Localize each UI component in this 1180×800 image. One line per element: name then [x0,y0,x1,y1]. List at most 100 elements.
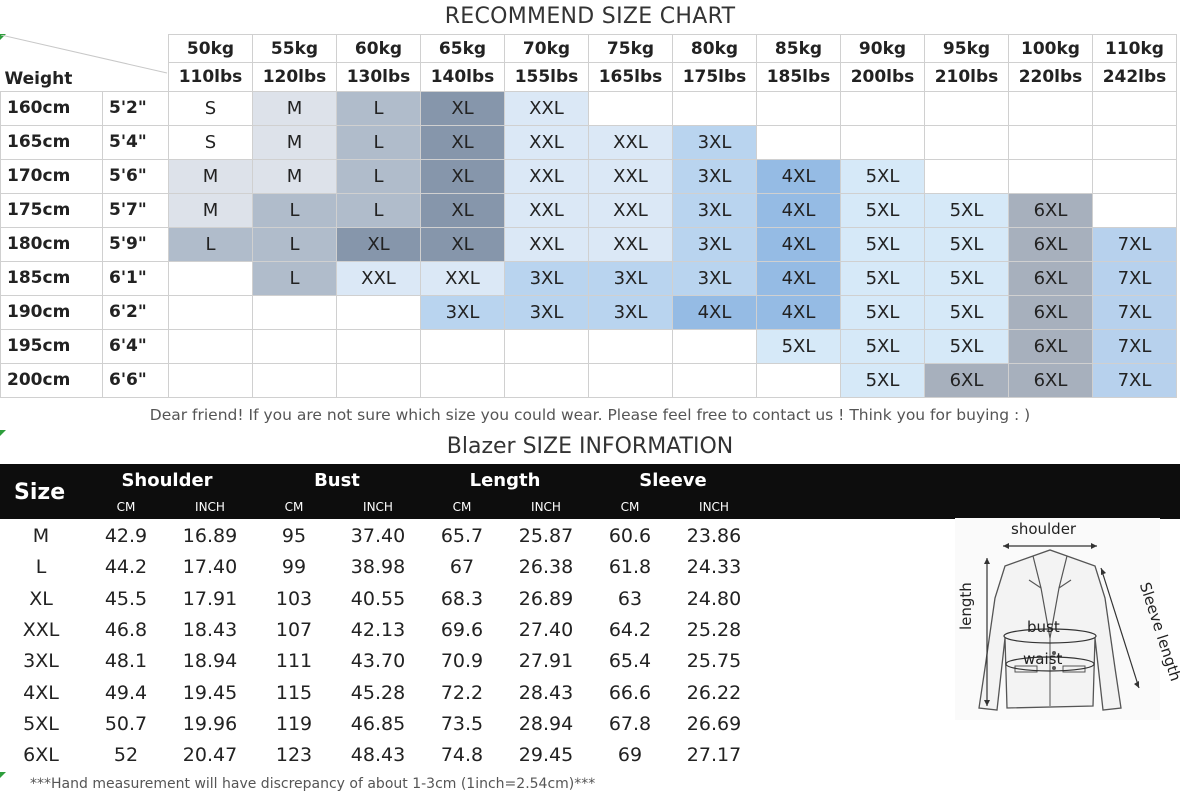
measurement-value: 16.89 [182,525,238,547]
size-cell: XL [420,124,505,160]
size-cell: L [168,226,253,262]
height-row: 190cm 6'2" 3XL 3XL 3XL 4XL 4XL 5XL 5XL 6XL 7XL [0,294,1177,330]
measurement-value: 45.28 [350,681,406,704]
blazer-row: 4XL 49.4 19.45 115 45.28 72.2 28.43 66.6 26.22 [0,678,760,709]
height-row: 195cm 6'4" 5XL 5XL 5XL 6XL 7XL [0,328,1177,364]
size-cell [420,362,505,398]
measurement-value: 19.96 [182,712,238,735]
measurement-value: 48.1 [104,650,148,673]
size-cell: XXL [588,226,673,262]
bust-label: bust [1027,618,1060,636]
size-cell: 3XL [588,294,673,330]
size-cell: 6XL [924,362,1009,398]
size-cell: 7XL [1092,328,1177,364]
blazer-size: 4XL [23,681,59,704]
size-cell [924,90,1009,126]
waist-label: waist [1023,650,1063,668]
height-cm: 175cm [0,192,103,228]
measurement-value: 42.13 [350,618,406,641]
weight-lbs-header: 110lbs [168,62,253,92]
size-cell: 5XL [840,294,925,330]
length-label: length [957,582,975,630]
size-cell: 5XL [924,294,1009,330]
measurement-value: 27.91 [518,650,574,673]
size-cell: S [168,124,253,160]
size-cell [420,328,505,364]
size-cell [1092,124,1177,160]
height-inch: 6'4" [102,328,169,364]
size-cell: XXL [588,158,673,194]
measurement-value: 52 [113,744,139,767]
size-cell [588,328,673,364]
size-cell [168,362,253,398]
size-cell: M [168,192,253,228]
size-cell [840,124,925,160]
measurement-value: 68.3 [440,587,484,610]
column-group-header: Sleeve [639,470,707,491]
weight-kg-header: 65kg [420,33,505,64]
size-cell: XL [336,226,421,262]
size-cell [672,328,757,364]
size-cell [756,90,841,126]
weight-lbs-header: 165lbs [588,62,673,92]
blazer-size: XXL [22,618,60,641]
size-cell [924,158,1009,194]
measurement-value: 28.94 [518,712,574,735]
height-cm: 185cm [0,260,103,296]
measurement-value: 24.33 [686,556,742,579]
size-cell: XXL [504,192,589,228]
measurement-value: 25.87 [518,525,574,547]
height-row: 170cm 5'6" M M L XL XXL XXL 3XL 4XL 5XL [0,158,1177,194]
height-cm: 170cm [0,158,103,194]
size-cell: L [252,192,337,228]
weight-kg-header: 100kg [1008,33,1093,64]
size-cell: XXL [588,192,673,228]
unit-header: INCH [195,500,225,514]
measurement-value: 23.86 [686,525,742,547]
size-cell: L [336,158,421,194]
measurement-value: 63 [617,587,643,610]
size-cell: XXL [420,260,505,296]
measurement-value: 42.9 [104,525,148,547]
size-cell: 5XL [924,328,1009,364]
height-inch: 6'1" [102,260,169,296]
size-cell: XL [420,158,505,194]
size-cell: 6XL [1008,294,1093,330]
measurement-value: 69 [617,744,643,767]
size-cell [1092,90,1177,126]
unit-header: CM [284,500,304,514]
weight-lbs-header: 130lbs [336,62,421,92]
size-cell [924,124,1009,160]
size-cell [252,362,337,398]
size-cell: M [252,90,337,126]
measurement-value: 69.6 [440,618,484,641]
measurement-value: 25.75 [686,650,742,673]
measurement-value: 99 [281,556,307,579]
size-cell: XXL [504,90,589,126]
size-cell: 6XL [1008,192,1093,228]
height-inch: 6'2" [102,294,169,330]
size-cell: 7XL [1092,260,1177,296]
size-cell: L [336,124,421,160]
size-cell [252,328,337,364]
blazer-size: XL [29,587,53,610]
blazer-size: 5XL [23,712,59,735]
corner-marker [0,34,6,40]
jacket-illustration [978,543,1140,711]
measurement-value: 65.7 [440,525,484,547]
size-cell [756,362,841,398]
measurement-value: 26.22 [686,681,742,704]
size-cell: L [336,192,421,228]
weight-lbs-header: 200lbs [840,62,925,92]
size-cell: XXL [588,124,673,160]
measurement-value: 48.43 [350,744,406,767]
measurement-value: 74.8 [440,744,484,767]
size-cell: L [252,260,337,296]
measurement-value: 40.55 [350,587,406,610]
measurement-value: 25.28 [686,618,742,641]
measurement-value: 26.89 [518,587,574,610]
height-inch: 6'6" [102,362,169,398]
blazer-row: XL 45.5 17.91 103 40.55 68.3 26.89 63 24.80 [0,584,760,615]
size-cell: 7XL [1092,294,1177,330]
size-cell [168,260,253,296]
